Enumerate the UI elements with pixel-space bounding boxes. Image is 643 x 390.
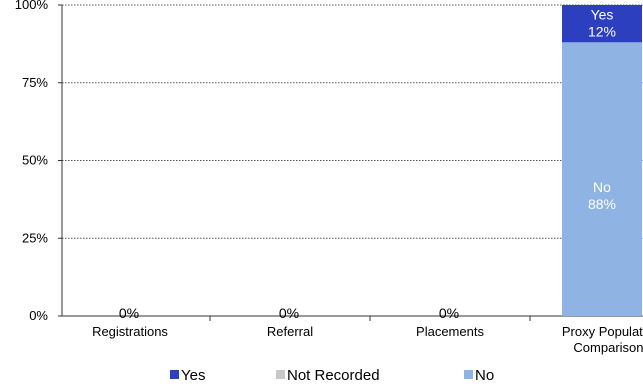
y-tick-label: 25%: [22, 230, 48, 245]
data-label: No: [593, 179, 611, 195]
data-label: 12%: [588, 24, 616, 40]
legend-label: Yes: [181, 367, 205, 384]
y-tick-label: 0%: [29, 308, 48, 323]
x-tick-label: Placements: [416, 324, 484, 339]
data-label: Yes: [591, 7, 614, 23]
legend-label: Not Recorded: [287, 367, 380, 384]
legend-swatch-not-recorded: [276, 370, 285, 379]
data-label: 88%: [588, 196, 616, 212]
data-label: 0%: [119, 305, 139, 321]
y-tick-label: 50%: [22, 153, 48, 168]
data-label: 0%: [279, 305, 299, 321]
y-tick-label: 75%: [22, 75, 48, 90]
x-tick-label: Registrations: [92, 324, 168, 339]
x-tick-label: Referral: [267, 324, 313, 339]
x-tick-label: Proxy Population: [562, 324, 643, 339]
bar-segment-no: [562, 42, 642, 316]
legend-swatch-yes: [170, 370, 179, 379]
data-label: 0%: [439, 305, 459, 321]
legend-swatch-no: [464, 370, 473, 379]
y-tick-label: 100%: [15, 0, 49, 12]
bar-segment-yes: [562, 5, 642, 43]
legend-label: No: [475, 367, 494, 384]
x-tick-label: Comparison*: [573, 340, 643, 355]
